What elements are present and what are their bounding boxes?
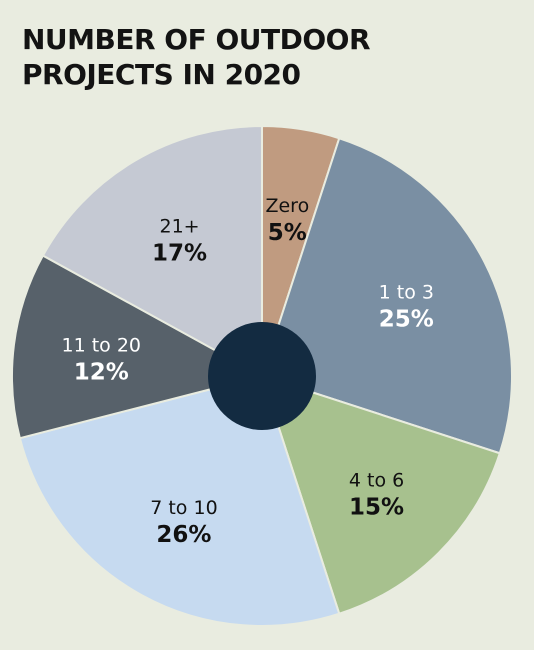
pie-slice-4-to-6	[260, 374, 502, 616]
slice-category-11-to-20: 11 to 20	[62, 335, 142, 357]
pie-slice-7-to-10	[18, 374, 341, 627]
chart-title-line-2: PROJECTS IN 2020	[22, 58, 301, 91]
slice-category-zero: Zero	[265, 195, 309, 217]
slice-label-21: 21+ 17%	[152, 216, 207, 267]
slice-category-7-to-10: 7 to 10	[150, 497, 217, 519]
slice-label-zero: Zero 5%	[265, 195, 309, 246]
slice-value-zero: 5%	[268, 220, 307, 246]
slice-category-4-to-6: 4 to 6	[349, 470, 404, 492]
slice-category-1-to-3: 1 to 3	[379, 281, 434, 303]
slice-value-21: 17%	[152, 241, 207, 267]
slice-value-4-to-6: 15%	[349, 495, 404, 521]
pie-slice-11-to-20	[10, 254, 265, 440]
slice-label-7-to-10: 7 to 10 26%	[150, 497, 217, 548]
slice-value-1-to-3: 25%	[379, 306, 434, 332]
pie-slice-21	[41, 124, 263, 378]
chart-title: NUMBER OF OUTDOOR PROJECTS IN 2020	[22, 22, 502, 92]
center-dot	[208, 322, 316, 430]
slice-value-7-to-10: 26%	[156, 522, 211, 548]
slice-label-1-to-3: 1 to 3 25%	[379, 281, 434, 332]
slice-label-11-to-20: 11 to 20 12%	[62, 335, 142, 386]
slice-value-11-to-20: 12%	[74, 360, 129, 386]
chart-title-line-1: NUMBER OF OUTDOOR	[22, 23, 371, 56]
pie-slice-1-to-3	[260, 136, 513, 455]
slice-label-4-to-6: 4 to 6 15%	[349, 470, 404, 521]
slice-category-21: 21+	[159, 216, 199, 238]
